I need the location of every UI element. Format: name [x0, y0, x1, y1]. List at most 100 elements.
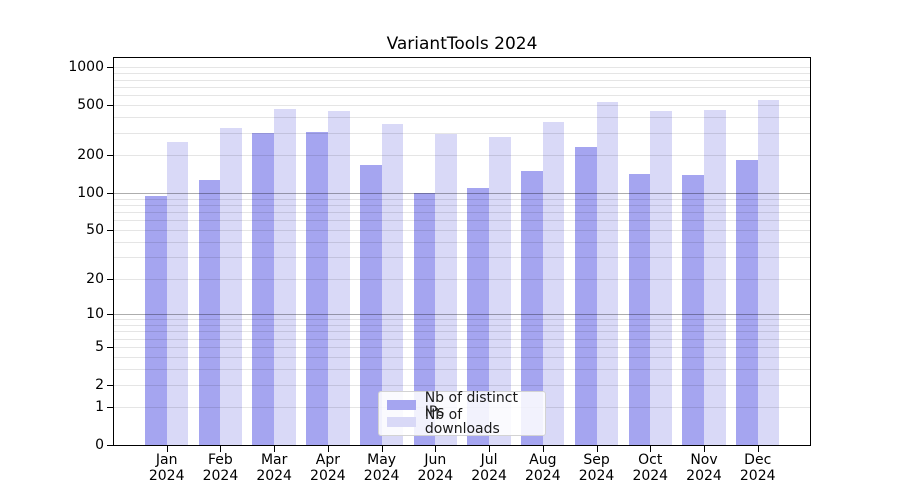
bar-nb-of-distinct-ips-jul [467, 187, 490, 445]
x-tick-mark-feb [220, 446, 222, 452]
y-tick-label-20: 20 [86, 270, 104, 287]
gridline-2 [114, 384, 810, 386]
y-tick-label-500: 500 [77, 97, 104, 114]
gridline-70 [114, 212, 810, 214]
gridline-10 [114, 313, 810, 315]
legend-label-downloads: Nb of downloads [424, 407, 500, 437]
y-tick-label-50: 50 [86, 222, 104, 239]
x-tick-mark-nov [704, 446, 705, 452]
gridline-3 [114, 369, 810, 371]
x-tick-label-jul: Jul 2024 [471, 452, 507, 484]
x-tick-label-feb: Feb 2024 [202, 452, 239, 484]
x-tick-mark-dec [757, 446, 759, 452]
gridline-9 [114, 319, 810, 321]
gridline-50 [114, 230, 810, 232]
gridline-200 [114, 155, 810, 157]
bar-nb-of-downloads-mar [274, 108, 296, 445]
bar-nb-of-downloads-oct [650, 111, 672, 445]
x-tick-label-nov: Nov 2024 [686, 452, 722, 484]
y-tick-mark-2 [107, 384, 114, 386]
bar-nb-of-downloads-aug [542, 121, 565, 445]
gridline-300 [114, 133, 810, 135]
gridline-400 [114, 117, 810, 119]
y-tick-label-5: 5 [95, 339, 104, 356]
legend: Nb of distinct IPs Nb of downloads [378, 391, 546, 436]
gridline-500 [114, 105, 810, 107]
y-tick-label-1000: 1000 [68, 59, 104, 76]
x-tick-mark-jun [435, 446, 437, 452]
plot-area [113, 57, 811, 446]
y-tick-mark-10 [107, 313, 114, 315]
gridline-7 [114, 331, 810, 333]
y-tick-mark-200 [107, 155, 114, 157]
y-tick-label-0: 0 [95, 437, 104, 453]
y-tick-label-10: 10 [86, 305, 104, 322]
x-tick-label-mar: Mar 2024 [256, 452, 292, 484]
x-tick-mark-jul [489, 446, 491, 452]
bar-nb-of-downloads-apr [327, 111, 350, 445]
gridline-5 [114, 347, 810, 349]
gridline-800 [114, 79, 810, 81]
x-tick-mark-apr [327, 446, 329, 452]
y-tick-mark-100 [107, 192, 114, 194]
gridline-1000 [114, 67, 810, 69]
bar-nb-of-downloads-sep [596, 101, 619, 445]
legend-swatch-downloads [387, 417, 416, 427]
bar-nb-of-downloads-jul [489, 136, 511, 445]
bar-nb-of-distinct-ips-sep [574, 147, 597, 445]
legend-swatch-distinct-ips [387, 400, 416, 410]
legend-entry-downloads: Nb of downloads [387, 408, 537, 436]
x-tick-label-sep: Sep 2024 [578, 452, 615, 484]
bar-nb-of-distinct-ips-feb [198, 180, 221, 445]
x-tick-label-dec: Dec 2024 [739, 452, 776, 484]
x-tick-label-aug: Aug 2024 [524, 452, 561, 484]
gridline-100 [114, 192, 810, 194]
gridline-60 [114, 220, 810, 222]
bar-nb-of-distinct-ips-jun [413, 192, 436, 445]
x-tick-mark-may [381, 446, 383, 452]
x-tick-mark-aug [542, 446, 544, 452]
bar-nb-of-distinct-ips-may [359, 165, 382, 445]
bar-nb-of-distinct-ips-oct [628, 173, 651, 445]
y-tick-mark-50 [107, 230, 114, 232]
bar-nb-of-distinct-ips-nov [682, 174, 704, 445]
y-tick-mark-5 [107, 347, 114, 349]
bar-nb-of-downloads-nov [704, 110, 726, 445]
y-tick-mark-500 [107, 105, 114, 107]
bar-nb-of-downloads-jan [166, 142, 189, 445]
y-tick-label-1: 1 [95, 399, 104, 416]
legend-label-distinct-ips: Nb of distinct IPs [424, 390, 518, 420]
bar-nb-of-downloads-jun [435, 134, 458, 445]
y-tick-mark-1 [107, 407, 114, 409]
bar-nb-of-downloads-dec [757, 100, 780, 445]
bar-nb-of-distinct-ips-apr [306, 131, 328, 445]
x-tick-mark-oct [650, 446, 652, 452]
x-tick-mark-mar [274, 446, 276, 452]
gridline-40 [114, 242, 810, 244]
x-tick-label-may: May 2024 [363, 452, 400, 484]
x-tick-mark-sep [596, 446, 598, 452]
bar-nb-of-distinct-ips-aug [521, 170, 543, 445]
y-tick-mark-0 [107, 445, 114, 446]
gridline-6 [114, 338, 810, 340]
x-tick-label-oct: Oct 2024 [632, 452, 669, 484]
bar-nb-of-downloads-may [381, 123, 404, 445]
gridline-80 [114, 204, 810, 206]
x-tick-label-jan: Jan 2024 [148, 452, 185, 484]
y-tick-mark-1000 [107, 67, 114, 69]
bar-nb-of-distinct-ips-dec [736, 159, 758, 445]
y-tick-label-200: 200 [77, 147, 104, 164]
y-tick-label-100: 100 [77, 184, 104, 201]
gridline-900 [114, 73, 810, 75]
gridline-90 [114, 198, 810, 200]
gridline-700 [114, 86, 810, 88]
gridline-30 [114, 257, 810, 259]
gridline-20 [114, 278, 810, 280]
x-tick-mark-jan [166, 446, 168, 452]
chart-title: VariantTools 2024 [386, 34, 538, 54]
x-tick-label-apr: Apr 2024 [310, 452, 346, 484]
y-tick-mark-20 [107, 278, 114, 280]
gridline-8 [114, 324, 810, 326]
x-tick-label-jun: Jun 2024 [417, 452, 454, 484]
